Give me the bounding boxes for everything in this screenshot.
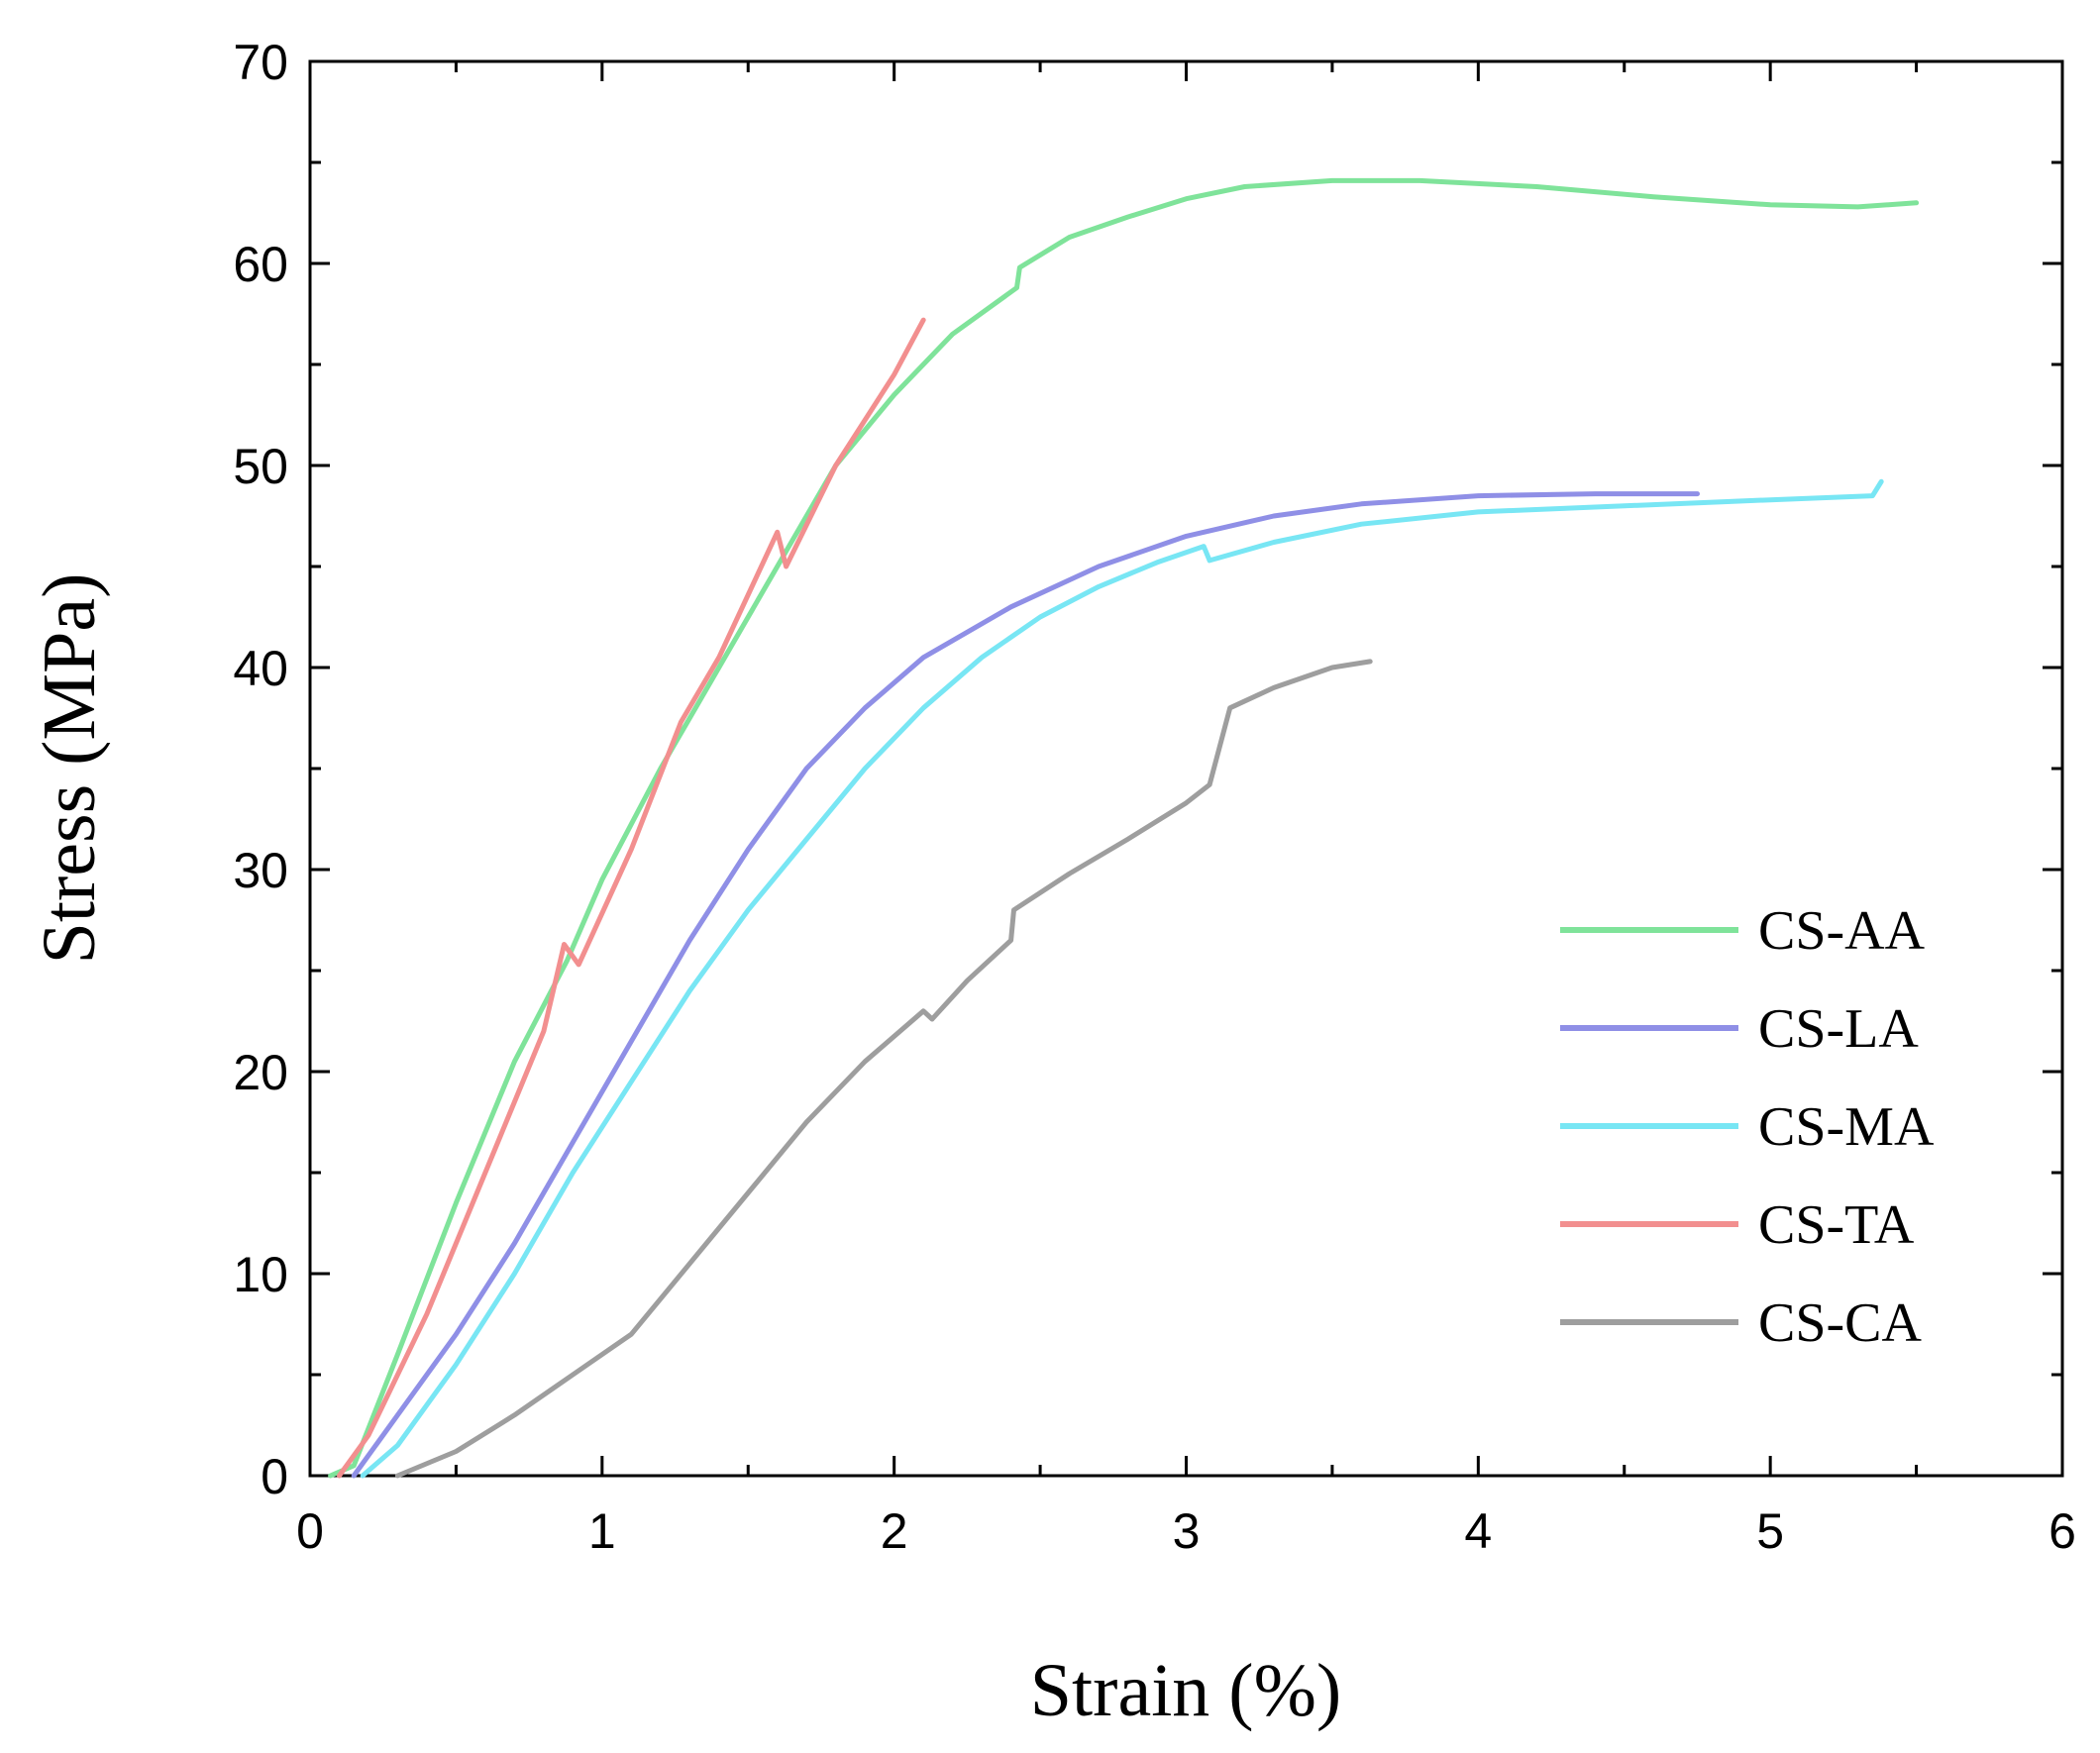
- legend-label-cs-ca: CS-CA: [1758, 1292, 1922, 1354]
- legend-label-cs-aa: CS-AA: [1758, 900, 1926, 962]
- series-line-cs-ca: [394, 659, 1373, 1479]
- x-tick-label: 5: [1756, 1503, 1784, 1559]
- y-tick-label: 50: [233, 439, 288, 494]
- y-tick-label: 30: [233, 843, 288, 898]
- plot-frame: [308, 59, 2064, 1478]
- legend-label-cs-la: CS-LA: [1758, 998, 1919, 1060]
- legend: CS-AA CS-LA CS-MA CS-TA CS-CA: [1560, 900, 1935, 1354]
- series-line-cs-ta: [337, 317, 926, 1479]
- x-tick-label: 3: [1173, 1503, 1201, 1559]
- x-tick-label: 0: [296, 1503, 324, 1559]
- y-axis-title: Stress (MPa): [28, 573, 111, 965]
- series-lines: [328, 177, 1920, 1479]
- y-tick-label: 40: [233, 641, 288, 696]
- x-tick-label: 2: [881, 1503, 908, 1559]
- x-tick-label: 4: [1464, 1503, 1492, 1559]
- y-tick-label: 70: [233, 35, 288, 90]
- series-line-cs-la: [351, 491, 1700, 1479]
- legend-label-cs-ta: CS-TA: [1758, 1194, 1915, 1256]
- axis-ticks: [308, 59, 2064, 1478]
- x-tick-label: 1: [588, 1503, 616, 1559]
- y-tick-label: 60: [233, 237, 288, 292]
- legend-label-cs-ma: CS-MA: [1758, 1096, 1935, 1158]
- y-tick-label: 20: [233, 1045, 288, 1100]
- y-tick-label: 10: [233, 1247, 288, 1302]
- x-axis-title: Strain (%): [1030, 1649, 1341, 1732]
- x-tick-label: 6: [2048, 1503, 2076, 1559]
- series-line-cs-aa: [328, 177, 1920, 1479]
- series-line-cs-ma: [360, 478, 1884, 1479]
- y-tick-label: 0: [261, 1449, 288, 1504]
